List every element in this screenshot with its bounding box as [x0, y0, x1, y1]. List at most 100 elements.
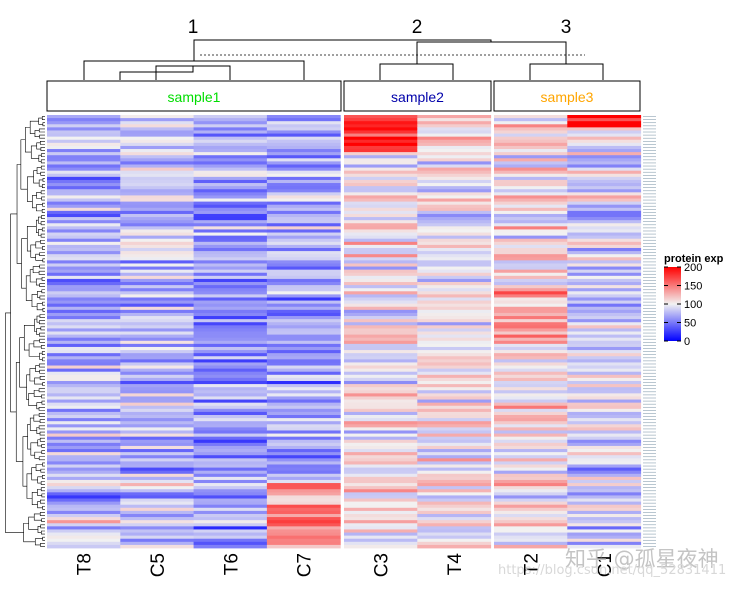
heatmap-cell — [344, 130, 418, 134]
heatmap-cell — [266, 266, 341, 271]
heatmap-cell — [120, 501, 195, 506]
heatmap-cell — [47, 436, 121, 441]
heatmap-cell — [266, 461, 341, 465]
heatmap-cell — [266, 377, 341, 382]
heatmap-cell — [417, 368, 492, 373]
heatmap-cell — [494, 167, 568, 172]
heatmap-cell — [417, 115, 492, 119]
heatmap-cell — [120, 161, 195, 165]
heatmap-cell — [567, 365, 642, 370]
heatmap-cell — [344, 458, 418, 462]
heatmap-cell — [567, 442, 642, 447]
heatmap-cell — [47, 247, 121, 252]
heatmap-cell — [120, 322, 195, 326]
heatmap-cell — [417, 275, 492, 280]
heatmap-cell — [567, 254, 642, 258]
heatmap-cell — [417, 322, 492, 326]
heatmap-cell — [120, 226, 195, 230]
heatmap-cell — [417, 201, 492, 206]
heatmap-cell — [193, 325, 268, 329]
heatmap-cell — [120, 213, 195, 218]
heatmap-cell — [120, 204, 195, 209]
heatmap-cell — [47, 186, 121, 190]
heatmap-cell — [494, 145, 568, 150]
heatmap-cell — [47, 272, 121, 277]
heatmap-cell — [567, 226, 642, 230]
heatmap-cell — [417, 498, 492, 503]
heatmap-cell — [193, 544, 268, 549]
heatmap-cell — [567, 479, 642, 484]
heatmap-cell — [494, 393, 568, 397]
heatmap-cell — [193, 498, 268, 503]
heatmap-cell — [266, 238, 341, 243]
heatmap-cell — [47, 232, 121, 237]
heatmap-cell — [417, 486, 492, 490]
heatmap-cell — [120, 306, 195, 311]
heatmap-cell — [344, 115, 418, 119]
heatmap-cell — [120, 186, 195, 190]
heatmap-cell — [344, 207, 418, 212]
heatmap-cell — [417, 331, 492, 335]
heatmap-cell — [344, 173, 418, 178]
heatmap-cell — [567, 384, 642, 388]
heatmap-cell — [494, 213, 568, 218]
heatmap-cell — [344, 306, 418, 311]
heatmap-cell — [494, 121, 568, 125]
heatmap-cell — [120, 433, 195, 438]
heatmap-cell — [494, 384, 568, 388]
heatmap-cell — [417, 251, 492, 255]
heatmap-cell — [47, 220, 121, 224]
heatmap-cell — [417, 306, 492, 311]
heatmap-cell — [266, 418, 341, 422]
heatmap-cell — [193, 149, 268, 153]
heatmap-cell — [193, 133, 268, 138]
heatmap-cell — [193, 393, 268, 397]
heatmap-cell — [193, 186, 268, 190]
heatmap-cell — [567, 387, 642, 391]
cluster-number-1: 1 — [188, 17, 199, 38]
heatmap-cell — [417, 198, 492, 203]
heatmap-cell — [344, 529, 418, 533]
heatmap-cell — [344, 263, 418, 267]
heatmap-cell — [120, 384, 195, 388]
heatmap-cell — [417, 507, 492, 512]
heatmap-cell — [193, 229, 268, 233]
heatmap-cell — [344, 133, 418, 138]
heatmap-cell — [120, 121, 195, 125]
heatmap-cell — [344, 223, 418, 227]
heatmap-cell — [266, 186, 341, 190]
heatmap-cell — [567, 350, 642, 354]
heatmap-cell — [344, 285, 418, 289]
heatmap-cell — [266, 445, 341, 450]
heatmap-cell — [344, 346, 418, 351]
heatmap-cell — [266, 340, 341, 345]
heatmap-cell — [47, 241, 121, 246]
heatmap-cell — [567, 445, 642, 450]
heatmap-cell — [266, 223, 341, 227]
heatmap-cell — [193, 523, 268, 527]
heatmap-cell — [494, 408, 568, 413]
heatmap-cell — [494, 244, 568, 249]
heatmap-cell — [193, 263, 268, 267]
heatmap-cell — [47, 384, 121, 388]
heatmap-cell — [344, 424, 418, 428]
heatmap-cell — [120, 504, 195, 509]
heatmap-cell — [494, 124, 568, 128]
heatmap-cell — [344, 359, 418, 363]
heatmap-cell — [47, 535, 121, 540]
heatmap-cell — [120, 436, 195, 441]
heatmap-cell — [494, 421, 568, 425]
heatmap-cell — [344, 142, 418, 147]
heatmap-cell — [120, 210, 195, 215]
heatmap-cell — [494, 223, 568, 227]
heatmap-cell — [417, 424, 492, 428]
heatmap-cell — [47, 263, 121, 267]
heatmap-cell — [266, 229, 341, 233]
heatmap-cell — [417, 415, 492, 419]
heatmap-cell — [266, 158, 341, 162]
heatmap-cell — [344, 331, 418, 335]
heatmap-cell — [567, 337, 642, 342]
heatmap-cell — [344, 164, 418, 168]
heatmap-cell — [47, 402, 121, 407]
